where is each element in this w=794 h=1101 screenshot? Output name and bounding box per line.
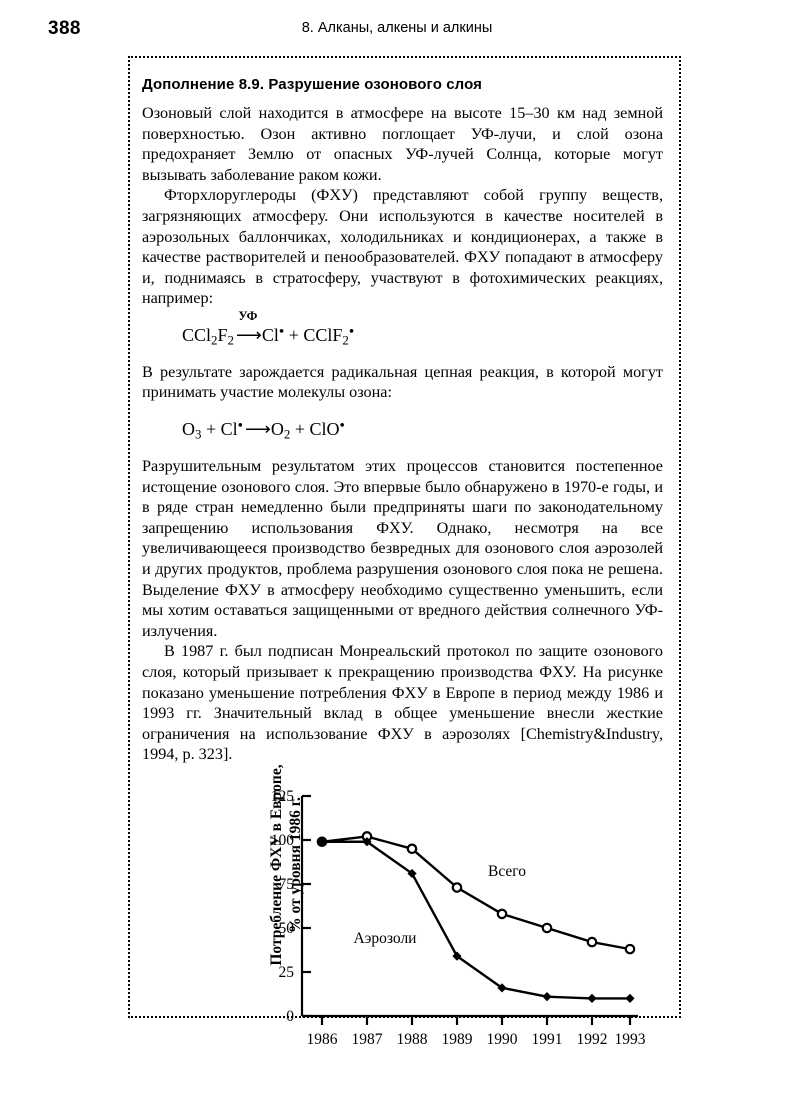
chart-data-point (452, 951, 462, 961)
equation-2-reactants: O3 + Cl• (182, 417, 244, 441)
equation-1: CCl2F2 УФ ⟶ Cl• + CClF2• (182, 309, 663, 348)
paragraph-1: Озоновый слой находится в атмосфере на в… (142, 104, 663, 184)
chart-xtick-1993: 1993 (615, 1031, 646, 1048)
chart-annotation-aerosols: Аэрозоли (354, 930, 417, 947)
chart-ytick-75: 75 (279, 876, 295, 893)
chart-line (322, 840, 630, 1000)
feature-box-title: Дополнение 8.9. Разрушение озонового сло… (142, 76, 483, 93)
chart-line (321, 835, 631, 951)
equation-2-arrow-group: ⟶ (245, 418, 271, 440)
chart-data-point (586, 936, 598, 948)
chart-data-point (406, 843, 418, 855)
page-header: 388 8. Алканы, алкены и алкины (0, 18, 794, 48)
chart-xtick-1986: 1986 (307, 1031, 338, 1048)
chart-data-point (542, 992, 552, 1002)
chart-data-point (451, 882, 463, 893)
paragraph-4: Разрушительным результатом этих процессо… (142, 457, 663, 640)
chart-xtick-1988: 1988 (397, 1031, 428, 1048)
paragraph-3: В результате зарождается радикальная цеп… (142, 362, 663, 402)
paragraph-5: В 1987 г. был подписан Монреальский прот… (142, 642, 663, 764)
chart-xtick-1990: 1990 (487, 1031, 518, 1048)
chart-data-point (362, 837, 372, 847)
chart-ytick-0: 0 (286, 1008, 294, 1025)
equation-1-products: Cl• + CClF2• (261, 322, 355, 347)
chart-ytick-100: 100 (271, 832, 295, 849)
chart-data-point (587, 993, 597, 1003)
chart-data-point (625, 993, 635, 1003)
chart-xtick-1989: 1989 (442, 1031, 473, 1048)
chart-xtick-1991: 1991 (532, 1031, 563, 1048)
chart-y-ticks (302, 794, 311, 1018)
chart-series-aerosols (317, 837, 635, 1003)
chart-ytick-125: 125 (271, 788, 295, 805)
equation-1-arrow-label: УФ (238, 308, 258, 323)
running-title: 8. Алканы, алкены и алкины (301, 20, 493, 36)
chart-data-point (317, 837, 327, 847)
chart-data-point (541, 922, 553, 934)
chart-ytick-50: 50 (279, 920, 295, 937)
feature-box-content: Дополнение 8.9. Разрушение озонового сло… (140, 68, 665, 1048)
feature-box: Дополнение 8.9. Разрушение озонового сло… (128, 56, 681, 1048)
figure-cfc-consumption: Потребление ФХУ в Европе, % от уровня 19… (218, 764, 658, 1073)
equation-1-arrow: ⟶ (236, 324, 262, 345)
chart-data-point (624, 943, 636, 955)
equation-1-arrow-group: УФ ⟶ (236, 309, 262, 346)
equation-2-arrow: ⟶ (245, 418, 271, 439)
chart-ytick-25: 25 (279, 964, 295, 981)
chart-data-point (407, 868, 417, 879)
chart-data-point (496, 908, 508, 920)
chart-xtick-1987: 1987 (352, 1031, 383, 1048)
equation-2: O3 + Cl• ⟶ O2 + ClO• (182, 417, 663, 442)
chart-annotation-total: Всего (488, 863, 526, 880)
chart-plot-area: 0 25 50 75 100 125 1986 1987 1988 1989 1… (271, 788, 646, 1048)
paragraph-2: Фторхлоруглероды (ФХУ) представляют собо… (142, 186, 663, 308)
chart-xtick-1992: 1992 (577, 1031, 608, 1048)
chart-x-ticks (320, 1016, 632, 1025)
page-number: 388 (48, 18, 81, 39)
equation-1-reactant: CCl2F2 (182, 324, 234, 347)
equation-2-products: O2 + ClO• (270, 417, 345, 441)
